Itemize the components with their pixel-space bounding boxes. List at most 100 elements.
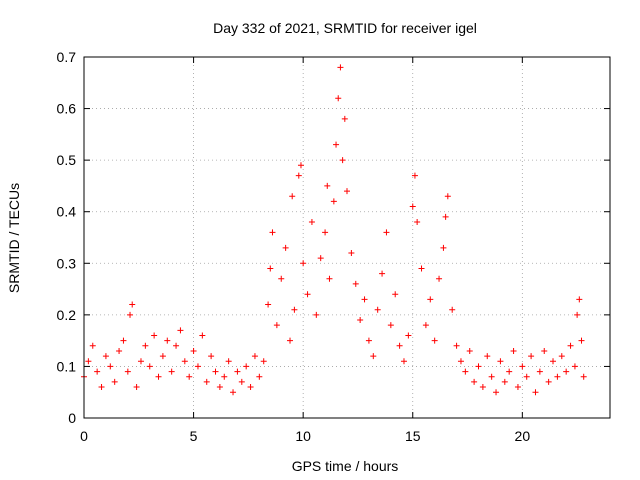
data-point (466, 347, 473, 354)
data-point (436, 275, 443, 282)
data-point (409, 203, 416, 210)
data-point (194, 363, 201, 370)
data-point (501, 378, 508, 385)
data-point (300, 260, 307, 267)
data-point (574, 311, 581, 318)
y-tick-label: 0.1 (57, 358, 77, 374)
data-point (273, 322, 280, 329)
data-point (396, 342, 403, 349)
data-point (85, 358, 92, 365)
data-point (361, 296, 368, 303)
data-point (267, 265, 274, 272)
data-point (383, 229, 390, 236)
data-point (444, 193, 451, 200)
data-point (199, 332, 206, 339)
data-point (297, 162, 304, 169)
data-point (344, 188, 350, 195)
data-point (414, 219, 421, 226)
data-point (333, 141, 340, 148)
data-point (405, 332, 412, 339)
data-point (124, 368, 131, 375)
data-point (400, 358, 407, 365)
data-point (471, 378, 478, 385)
data-point (304, 291, 311, 298)
x-tick-label: 0 (80, 428, 88, 444)
data-point (230, 389, 237, 396)
data-point (243, 363, 250, 370)
data-point (142, 342, 149, 349)
data-point (578, 337, 585, 344)
data-point (247, 384, 254, 391)
data-point (449, 306, 456, 313)
x-tick-label: 15 (405, 428, 421, 444)
data-point (330, 198, 337, 205)
data-point (159, 353, 166, 360)
grid-lines (84, 57, 610, 418)
plot-frame (83, 56, 611, 419)
data-point (168, 368, 175, 375)
data-point (291, 306, 298, 313)
data-point (111, 378, 118, 385)
y-tick-label: 0.5 (57, 152, 77, 168)
data-point (190, 347, 197, 354)
data-point (120, 337, 127, 344)
data-point (94, 368, 101, 375)
data-point (326, 275, 333, 282)
data-point (265, 301, 272, 308)
data-point (313, 311, 320, 318)
data-point (427, 296, 434, 303)
data-point (387, 322, 394, 329)
data-point (238, 378, 245, 385)
data-point (510, 347, 517, 354)
data-point (379, 270, 386, 277)
data-point (295, 172, 302, 179)
data-point (571, 363, 578, 370)
data-point (337, 64, 344, 71)
data-point (374, 306, 381, 313)
data-point (532, 389, 539, 396)
data-point (234, 368, 241, 375)
data-point (324, 182, 331, 189)
data-point (550, 358, 557, 365)
data-point (212, 368, 219, 375)
data-point (102, 353, 109, 360)
data-point (181, 358, 188, 365)
data-points (81, 64, 587, 396)
data-point (563, 368, 570, 375)
data-point (519, 363, 526, 370)
data-point (488, 373, 495, 380)
data-point (523, 373, 530, 380)
data-point (146, 363, 153, 370)
data-point (541, 347, 548, 354)
data-point (208, 353, 215, 360)
data-point (278, 275, 285, 282)
y-tick-label: 0 (68, 410, 76, 426)
data-point (155, 373, 162, 380)
data-point (282, 244, 289, 251)
data-point (89, 342, 96, 349)
data-point (164, 337, 171, 344)
data-point (493, 389, 500, 396)
data-point (554, 373, 561, 380)
data-point (453, 342, 460, 349)
x-axis-label: GPS time / hours (292, 458, 399, 474)
data-point (497, 358, 504, 365)
y-tick-label: 0.6 (57, 101, 77, 117)
data-point (479, 384, 486, 391)
y-axis-label: SRMTID / TECUs (6, 183, 22, 293)
data-point (357, 317, 364, 324)
data-point (558, 353, 565, 360)
data-point (365, 337, 372, 344)
data-point (475, 363, 482, 370)
data-point (462, 368, 469, 375)
data-point (107, 363, 114, 370)
data-point (422, 322, 429, 329)
data-point (151, 332, 158, 339)
data-point (348, 249, 355, 256)
x-tick-label: 20 (515, 428, 531, 444)
data-point (260, 358, 267, 365)
data-point (536, 368, 543, 375)
data-point (173, 342, 180, 349)
data-point (576, 296, 583, 303)
data-point (484, 353, 491, 360)
